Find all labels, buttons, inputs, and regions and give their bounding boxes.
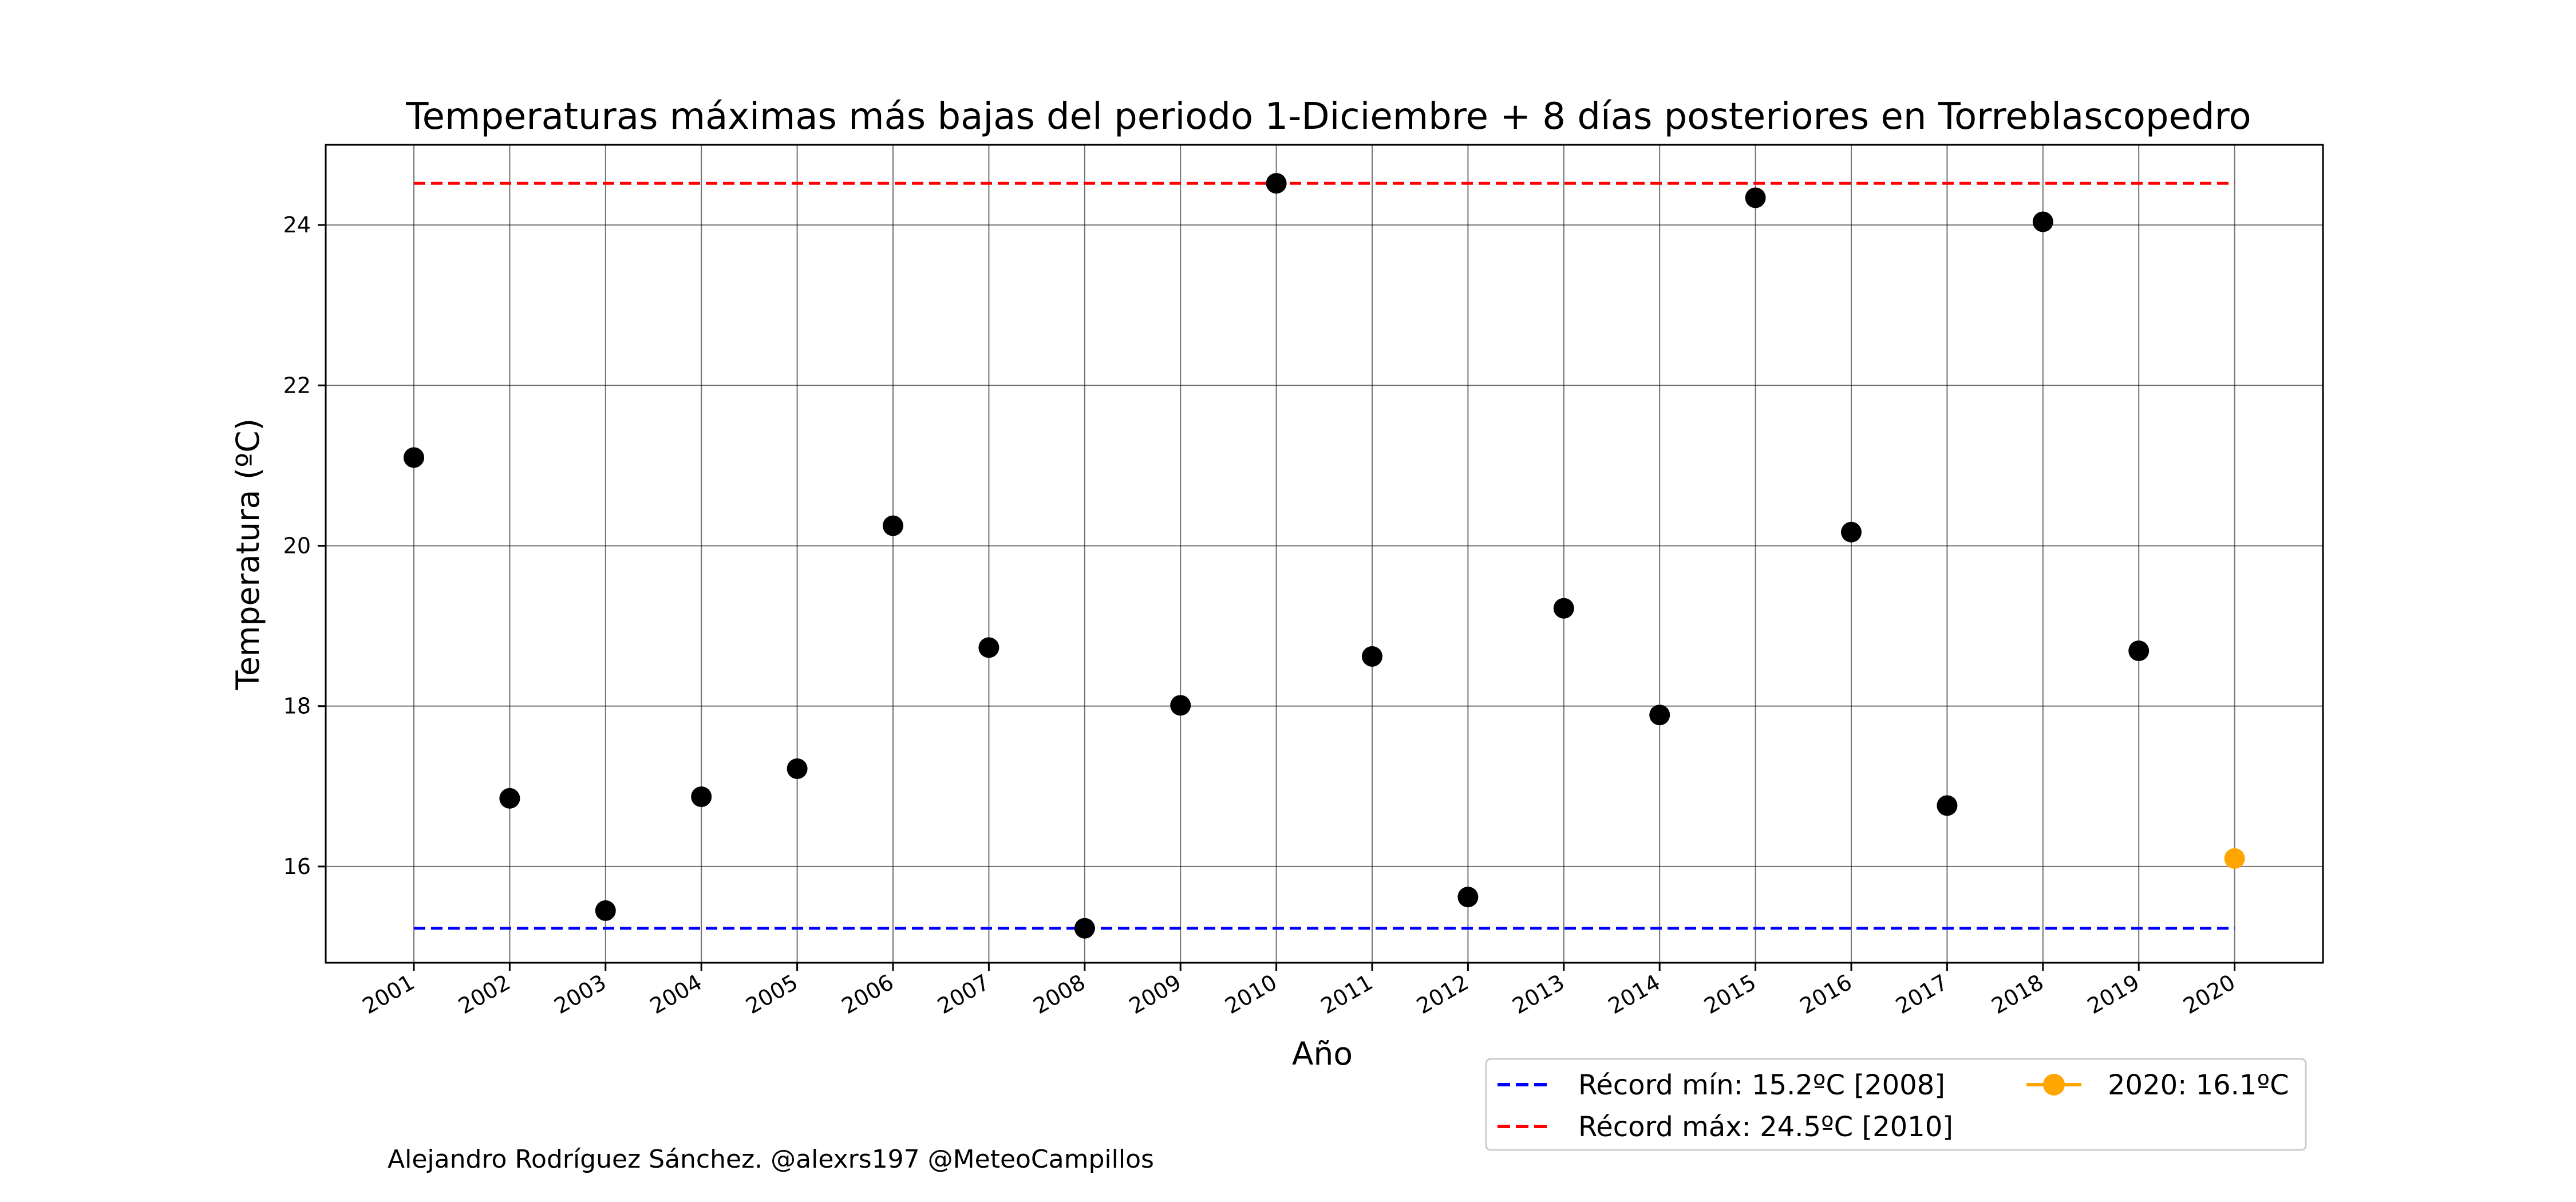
x-tick-label: 2001 (358, 970, 419, 1019)
data-point (1170, 695, 1191, 716)
data-point (1266, 173, 1287, 194)
legend-2020-marker (2043, 1074, 2065, 1096)
data-point (499, 788, 520, 809)
data-point (2032, 211, 2053, 232)
grid (326, 145, 2323, 963)
data-points (404, 173, 2245, 939)
data-point-2020 (2224, 848, 2245, 869)
reference-lines (414, 181, 2235, 930)
x-tick-label: 2014 (1604, 970, 1665, 1019)
data-point (595, 900, 616, 921)
plot-frame (325, 144, 2324, 964)
chart-title: Temperaturas máximas más bajas del perio… (405, 96, 2251, 138)
legend: Récord mín: 15.2ºC [2008] Récord máx: 24… (1485, 1058, 2307, 1151)
x-tick-label: 2010 (1220, 970, 1281, 1019)
y-tick-label: 18 (283, 694, 311, 719)
y-tick-label: 24 (283, 212, 311, 238)
x-tick-label: 2017 (1891, 970, 1952, 1019)
data-point (883, 515, 903, 536)
y-tick-label: 16 (283, 854, 311, 879)
data-point (1649, 705, 1670, 726)
x-tick-label: 2006 (837, 970, 898, 1019)
x-tick-label: 2004 (646, 970, 706, 1019)
x-tick-label: 2007 (933, 970, 994, 1019)
x-tick-label: 2012 (1412, 970, 1473, 1019)
y-tick-label: 20 (283, 533, 311, 558)
data-point (978, 637, 999, 658)
legend-box (1485, 1058, 2307, 1151)
x-tick-label: 2011 (1317, 970, 1377, 1019)
x-tick-label: 2015 (1700, 970, 1760, 1019)
y-axis-label: Temperatura (ºC) (230, 418, 266, 690)
x-axis-label: Año (1292, 1035, 1353, 1072)
x-tick-label: 2018 (1988, 970, 2048, 1019)
legend-min-label: Récord mín: 15.2ºC [2008] (1578, 1069, 1945, 1101)
x-tick-label: 2003 (550, 970, 611, 1019)
data-point (691, 786, 712, 807)
data-point (1457, 887, 1479, 908)
x-tick-label: 2008 (1029, 970, 1090, 1019)
legend-2020-label: 2020: 16.1ºC (2108, 1069, 2289, 1101)
data-point (1937, 795, 1958, 816)
x-tick-label: 2020 (2179, 970, 2239, 1019)
x-tick-label: 2019 (2083, 970, 2144, 1019)
x-tick-label: 2013 (1508, 970, 1569, 1019)
x-tick-label: 2016 (1796, 970, 1856, 1019)
x-tick-label: 2009 (1125, 970, 1186, 1019)
x-tick-label: 2002 (454, 970, 515, 1019)
data-point (1553, 598, 1574, 619)
data-point (404, 447, 424, 468)
data-point (1074, 918, 1095, 939)
credit-text: Alejandro Rodríguez Sánchez. @alexrs197 … (388, 1145, 1154, 1174)
data-point (1841, 521, 1862, 543)
y-axis-ticks: 16 18 20 22 24 (283, 212, 326, 879)
legend-max-label: Récord máx: 24.5ºC [2010] (1578, 1111, 1953, 1143)
y-tick-label: 22 (283, 373, 311, 398)
data-point (2128, 640, 2150, 662)
data-point (787, 758, 808, 779)
x-tick-label: 2005 (741, 970, 802, 1019)
x-axis-ticks: 2001 2002 2003 2004 2005 2006 2007 2008 2009 2010… (358, 963, 2239, 1019)
data-point (1362, 646, 1382, 667)
data-point (1745, 187, 1766, 208)
